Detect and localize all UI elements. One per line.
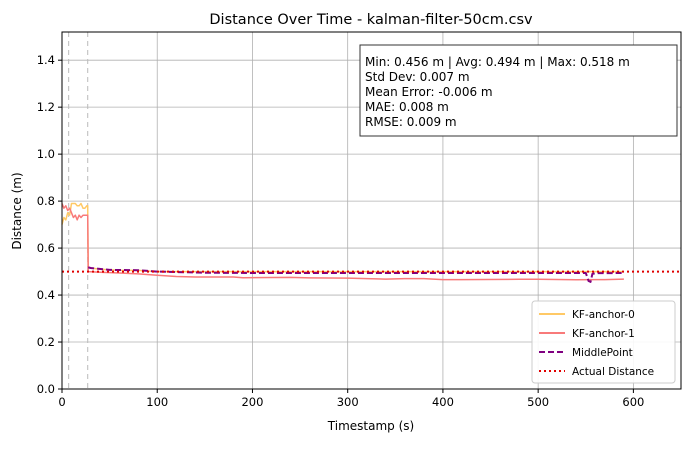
- y-tick-label: 0.2: [37, 335, 55, 349]
- y-tick-label: 1.0: [37, 147, 55, 161]
- legend-label: KF-anchor-0: [572, 309, 635, 321]
- stats-line-minmax: Min: 0.456 m | Avg: 0.494 m | Max: 0.518…: [365, 55, 630, 69]
- stats-line-mae: MAE: 0.008 m: [365, 100, 449, 114]
- y-tick-label: 1.4: [37, 53, 55, 67]
- stats-line-stddev: Std Dev: 0.007 m: [365, 70, 470, 84]
- stats-line-mean-error: Mean Error: -0.006 m: [365, 85, 493, 99]
- series-layer: [61, 202, 681, 283]
- legend: KF-anchor-0 KF-anchor-1 MiddlePoint Actual …: [531, 300, 676, 384]
- series-line-kf-anchor-0: [61, 202, 624, 273]
- x-tick-label: 100: [146, 395, 168, 409]
- x-tick-label: 400: [432, 395, 454, 409]
- vertical-markers: [68, 32, 89, 389]
- y-tick-label: 0.8: [37, 194, 55, 208]
- stats-line-rmse: RMSE: 0.009 m: [365, 115, 457, 129]
- x-tick-label: 200: [241, 395, 263, 409]
- chart-title: Distance Over Time - kalman-filter-50cm.…: [209, 12, 533, 28]
- stats-box: Min: 0.456 m | Avg: 0.494 m | Max: 0.518…: [359, 44, 678, 137]
- stats-box-frame: [359, 44, 678, 137]
- legend-label: Actual Distance: [572, 366, 654, 378]
- x-tick-label: 500: [527, 395, 549, 409]
- x-axis-label: Timestamp (s): [327, 419, 414, 433]
- x-tick-label: 300: [337, 395, 359, 409]
- y-tick-label: 0.4: [37, 288, 55, 302]
- y-axis-ticks: 0.0 0.2 0.4 0.6 0.8 1.0 1.2 1.4: [37, 53, 62, 396]
- y-axis-label: Distance (m): [10, 172, 24, 249]
- x-axis-ticks: 0 100 200 300 400 500 600: [58, 389, 644, 409]
- series-line-kf-anchor-1: [61, 203, 624, 281]
- x-tick-label: 600: [622, 395, 644, 409]
- series-line-middlepoint: [87, 266, 624, 283]
- x-tick-label: 0: [58, 395, 65, 409]
- plot-frame: [61, 31, 682, 390]
- legend-frame: [531, 300, 676, 384]
- legend-label: MiddlePoint: [572, 347, 633, 359]
- y-tick-label: 0.6: [37, 241, 55, 255]
- legend-label: KF-anchor-1: [572, 328, 635, 340]
- y-tick-label: 1.2: [37, 100, 55, 114]
- y-tick-label: 0.0: [37, 382, 55, 396]
